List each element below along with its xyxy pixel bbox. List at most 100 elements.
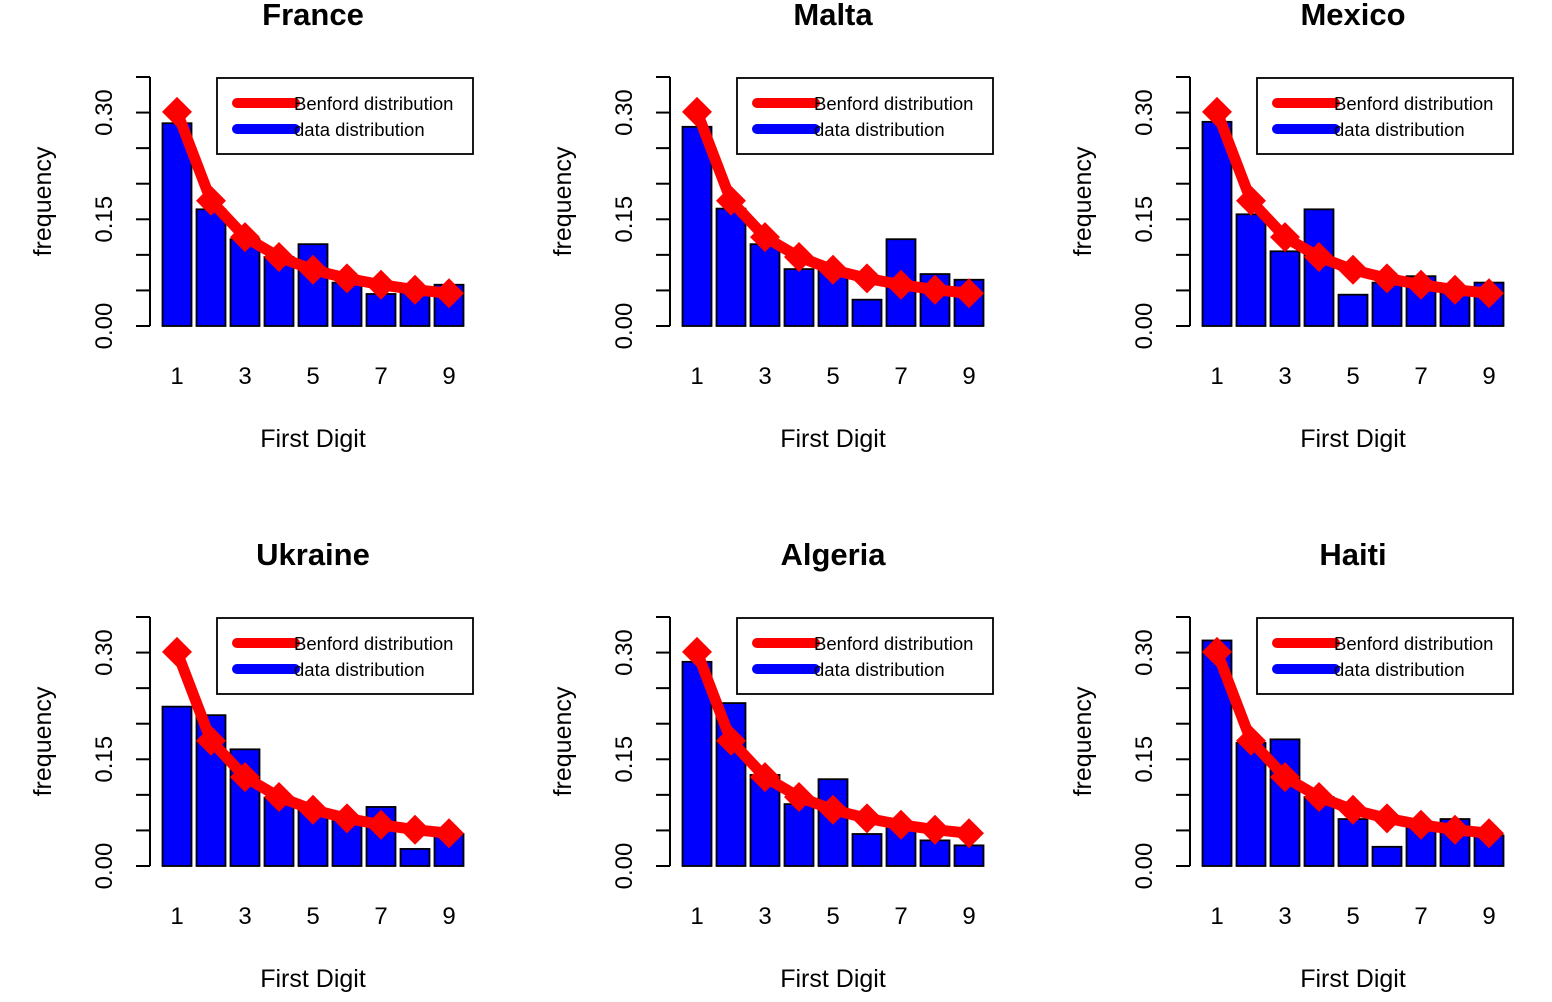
x-tick-label: 7 bbox=[374, 363, 387, 390]
benford-point-digit-6 bbox=[852, 263, 882, 294]
benford-point-digit-9 bbox=[954, 278, 984, 309]
benford-point-digit-1 bbox=[162, 636, 192, 667]
y-tick-label: 0.30 bbox=[611, 89, 638, 136]
bar-digit-3 bbox=[229, 238, 261, 327]
y-tick-label: 0.15 bbox=[1131, 736, 1158, 783]
x-tick-label: 1 bbox=[1210, 363, 1223, 390]
benford-point-digit-2 bbox=[716, 185, 746, 216]
chart-panel-ukraine: Ukraine 0.00 0.15 0.30 1 3 5 7 9 First Digit frequ… bbox=[29, 537, 474, 993]
benford-point-digit-6 bbox=[1372, 803, 1402, 834]
bar-digit-2 bbox=[1235, 213, 1267, 327]
legend-label: data distribution bbox=[814, 659, 945, 680]
benford-point-digit-1 bbox=[1202, 636, 1232, 667]
y-tick-label: 0.00 bbox=[1131, 303, 1158, 350]
legend-label: data distribution bbox=[294, 119, 425, 140]
benford-point-digit-9 bbox=[1474, 818, 1504, 849]
chart-title: Malta bbox=[793, 0, 873, 32]
chart-panel-malta: Malta 0.00 0.15 0.30 1 3 5 7 9 First Digit frequen… bbox=[549, 0, 994, 453]
benford-point-digit-8 bbox=[400, 814, 430, 845]
y-tick-label: 0.15 bbox=[91, 196, 118, 243]
bar-digit-6 bbox=[1371, 845, 1403, 867]
x-axis-label: First Digit bbox=[260, 425, 366, 453]
bar-digit-2 bbox=[1235, 742, 1267, 867]
bar-digit-6 bbox=[331, 281, 363, 327]
benford-point-digit-5 bbox=[818, 254, 848, 285]
x-tick-label: 7 bbox=[894, 363, 907, 390]
x-tick-label: 5 bbox=[1346, 363, 1359, 390]
benford-point-digit-4 bbox=[264, 781, 294, 812]
benford-point-digit-3 bbox=[1270, 762, 1300, 793]
benford-point-digit-8 bbox=[1440, 274, 1470, 305]
chart-title: France bbox=[262, 0, 364, 32]
x-tick-label: 7 bbox=[894, 903, 907, 930]
benford-point-digit-9 bbox=[1474, 278, 1504, 309]
benford-point-digit-7 bbox=[366, 269, 396, 300]
benford-point-digit-8 bbox=[1440, 814, 1470, 845]
bar-digit-3 bbox=[1269, 250, 1301, 327]
legend-label: data distribution bbox=[814, 119, 945, 140]
benford-point-digit-1 bbox=[682, 636, 712, 667]
y-axis-label: frequency bbox=[1069, 686, 1097, 796]
benford-point-digit-8 bbox=[920, 814, 950, 845]
benford-point-digit-2 bbox=[1236, 185, 1266, 216]
bar-digit-1 bbox=[161, 122, 193, 327]
benford-point-digit-1 bbox=[1202, 96, 1232, 127]
benford-point-digit-2 bbox=[716, 725, 746, 756]
benford-point-digit-5 bbox=[298, 254, 328, 285]
legend-box bbox=[216, 617, 474, 695]
x-tick-label: 5 bbox=[306, 363, 319, 390]
bar-digit-1 bbox=[161, 705, 193, 867]
benford-point-digit-9 bbox=[954, 818, 984, 849]
y-axis-label: frequency bbox=[29, 146, 57, 256]
x-axis-label: First Digit bbox=[260, 965, 366, 993]
y-axis-label: frequency bbox=[1069, 146, 1097, 256]
benford-point-digit-7 bbox=[1406, 269, 1436, 300]
bar-digit-5 bbox=[1337, 818, 1369, 867]
x-tick-label: 9 bbox=[442, 903, 455, 930]
benford-point-digit-9 bbox=[434, 278, 464, 309]
benford-point-digit-2 bbox=[1236, 725, 1266, 756]
x-tick-label: 1 bbox=[1210, 903, 1223, 930]
chart-panel-mexico: Mexico 0.00 0.15 0.30 1 3 5 7 9 First Digit freque… bbox=[1069, 0, 1514, 453]
benford-point-digit-3 bbox=[1270, 222, 1300, 253]
y-tick-label: 0.15 bbox=[611, 196, 638, 243]
benford-point-digit-5 bbox=[818, 794, 848, 825]
legend-label: Benford distribution bbox=[1334, 633, 1493, 654]
x-tick-label: 5 bbox=[826, 363, 839, 390]
chart-panel-algeria: Algeria 0.00 0.15 0.30 1 3 5 7 9 First Digit frequ… bbox=[549, 537, 994, 993]
y-tick-label: 0.30 bbox=[1131, 629, 1158, 676]
x-tick-label: 3 bbox=[238, 903, 251, 930]
y-tick-label: 0.30 bbox=[611, 629, 638, 676]
benford-point-digit-7 bbox=[886, 809, 916, 840]
y-tick-label: 0.00 bbox=[611, 843, 638, 890]
bar-digit-6 bbox=[851, 833, 883, 867]
benford-point-digit-3 bbox=[230, 222, 260, 253]
x-tick-label: 1 bbox=[690, 363, 703, 390]
y-tick-label: 0.00 bbox=[91, 843, 118, 890]
x-tick-label: 9 bbox=[1482, 363, 1495, 390]
bar-digit-9 bbox=[953, 844, 985, 867]
benford-point-digit-6 bbox=[332, 803, 362, 834]
y-axis-label: frequency bbox=[549, 686, 577, 796]
y-tick-label: 0.30 bbox=[91, 629, 118, 676]
x-tick-label: 3 bbox=[758, 903, 771, 930]
bar-digit-2 bbox=[715, 207, 747, 327]
bar-digit-4 bbox=[783, 268, 815, 327]
benford-point-digit-6 bbox=[332, 263, 362, 294]
x-tick-label: 9 bbox=[962, 903, 975, 930]
x-tick-label: 9 bbox=[1482, 903, 1495, 930]
x-tick-label: 7 bbox=[1414, 363, 1427, 390]
benford-point-digit-5 bbox=[298, 794, 328, 825]
x-tick-label: 5 bbox=[826, 903, 839, 930]
benford-point-digit-2 bbox=[196, 725, 226, 756]
legend-label: data distribution bbox=[294, 659, 425, 680]
x-tick-label: 5 bbox=[1346, 903, 1359, 930]
legend-box bbox=[1256, 617, 1514, 695]
x-tick-label: 1 bbox=[170, 363, 183, 390]
x-axis-label: First Digit bbox=[780, 965, 886, 993]
bar-digit-9 bbox=[433, 833, 465, 867]
bar-digit-8 bbox=[399, 848, 431, 867]
legend-label: Benford distribution bbox=[814, 633, 973, 654]
benford-point-digit-2 bbox=[196, 185, 226, 216]
chart-title: Haiti bbox=[1319, 537, 1386, 572]
